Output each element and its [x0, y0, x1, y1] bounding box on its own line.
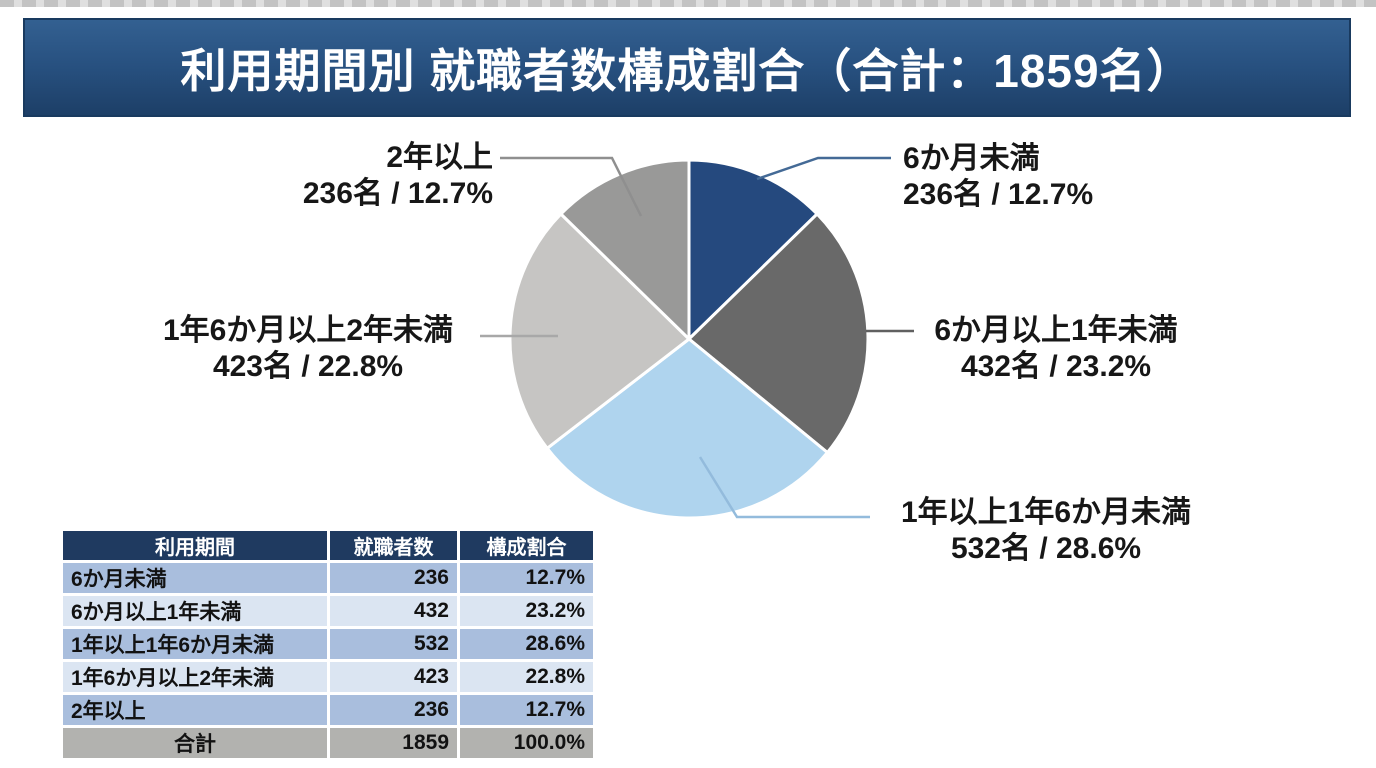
callout-under-6-months: 6か月未満 236名 / 12.7% [903, 141, 1093, 213]
callout-value-label: 432名 / 23.2% [960, 350, 1152, 383]
cell-share: 22.8% [460, 662, 593, 692]
cell-share: 23.2% [460, 596, 593, 626]
pie-slice-3[interactable] [545, 337, 829, 520]
callout-over-2-years: 2年以上 236名 / 12.7% [285, 140, 493, 212]
cell-period: 1年6か月以上2年未満 [63, 662, 327, 692]
callout-1-year-to-18-months: 1年以上1年6か月未満 532名 / 28.6% [876, 495, 1216, 567]
callout-category-label: 2年以上 [386, 141, 493, 174]
pie-slice-4[interactable] [508, 212, 691, 450]
callout-category-label: 6か月以上1年未満 [934, 314, 1178, 347]
table-row: 6か月以上1年未満 432 23.2% [63, 596, 593, 626]
cell-total-share: 100.0% [460, 728, 593, 758]
cell-period: 6か月以上1年未満 [63, 596, 327, 626]
leader-line-5 [500, 156, 643, 217]
callout-category-label: 1年6か月以上2年未満 [162, 314, 454, 347]
column-header-period: 利用期間 [63, 531, 327, 560]
pie-slice-1[interactable] [687, 158, 819, 341]
callout-value-label: 532名 / 28.6% [950, 532, 1142, 565]
cell-count: 432 [330, 596, 457, 626]
cell-share: 12.7% [460, 695, 593, 725]
cell-count: 423 [330, 662, 457, 692]
leader-line-1 [756, 156, 891, 181]
cell-share: 12.7% [460, 563, 593, 593]
table-total-row: 合計 1859 100.0% [63, 728, 593, 758]
callout-6-months-to-1-year: 6か月以上1年未満 432名 / 23.2% [916, 313, 1196, 385]
cell-count: 532 [330, 629, 457, 659]
table-row: 6か月未満 236 12.7% [63, 563, 593, 593]
cell-total-count: 1859 [330, 728, 457, 758]
cell-count: 236 [330, 563, 457, 593]
table-header-row: 利用期間 就職者数 構成割合 [63, 531, 593, 560]
cell-period: 1年以上1年6か月未満 [63, 629, 327, 659]
callout-category-label: 6か月未満 [903, 142, 1040, 175]
page-title: 利用期間別 就職者数構成割合（合計：1859名） [180, 44, 1194, 97]
table-row: 1年6か月以上2年未満 423 22.8% [63, 662, 593, 692]
callout-18-months-to-2-years: 1年6か月以上2年未満 423名 / 22.8% [148, 313, 468, 385]
data-table: 利用期間 就職者数 構成割合 6か月未満 236 12.7% 6か月以上1年未満… [60, 528, 596, 761]
column-header-count: 就職者数 [330, 531, 457, 560]
cell-count: 236 [330, 695, 457, 725]
window-edge-strip [0, 0, 1376, 7]
cell-share: 28.6% [460, 629, 593, 659]
callout-value-label: 236名 / 12.7% [903, 178, 1094, 211]
callout-value-label: 423名 / 22.8% [212, 350, 404, 383]
callout-category-label: 1年以上1年6か月未満 [900, 496, 1192, 529]
leader-line-3 [698, 456, 870, 519]
cell-period: 2年以上 [63, 695, 327, 725]
column-header-share: 構成割合 [460, 531, 593, 560]
table-row: 1年以上1年6か月未満 532 28.6% [63, 629, 593, 659]
table-row: 2年以上 236 12.7% [63, 695, 593, 725]
cell-total-label: 合計 [63, 728, 327, 758]
callout-value-label: 236名 / 12.7% [302, 177, 493, 210]
title-banner: 利用期間別 就職者数構成割合（合計：1859名） [23, 18, 1351, 117]
cell-period: 6か月未満 [63, 563, 327, 593]
